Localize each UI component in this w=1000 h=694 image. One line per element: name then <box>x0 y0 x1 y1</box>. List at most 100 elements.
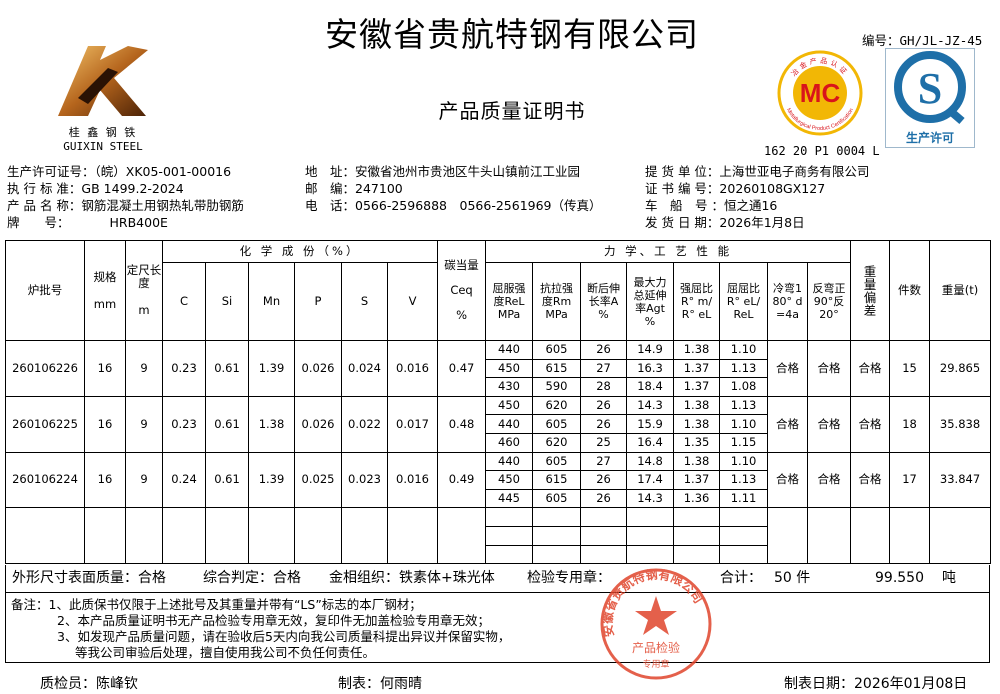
weight-deviation: 合格 <box>850 451 891 509</box>
mech-value: 605 <box>532 340 582 360</box>
info-line: 牌 号： HRB400E <box>7 214 244 231</box>
header-row: C Si Mn P S V 屈服强度ReL MPa 抗拉强度Rm MPa 断后伸长率A % 最大力… <box>6 262 991 341</box>
mech-value: 1.11 <box>719 488 769 509</box>
col-mech: 屈屈比R° eL/ReL <box>719 262 769 341</box>
info-line: 产 品 名 称：钢筋混凝土用钢热轧带肋钢筋 <box>7 197 244 214</box>
mech-value <box>532 507 582 527</box>
inspection-stamp-label: 检验专用章： <box>527 570 611 586</box>
info-label: 发 货 日 期： <box>645 215 720 230</box>
table-row: 260106226 16 9 0.23 0.61 1.39 0.026 0.024 0.016 0… <box>5 340 992 397</box>
col-mech: 断后伸长率A % <box>580 262 628 341</box>
spec: 16 <box>84 395 126 453</box>
logo-emblem-icon <box>58 46 148 116</box>
info-line: 提 货 单 位：上海世亚电子商务有限公司 <box>645 163 869 180</box>
mech-value <box>626 507 675 527</box>
total-weight: 99.550 <box>875 570 924 586</box>
info-line: 邮 编：247100 <box>305 180 602 197</box>
col-pieces: 件数 <box>889 240 931 341</box>
col-weight-deviation: 重量偏差 <box>850 240 891 341</box>
mech-value: 14.9 <box>626 340 675 360</box>
mech-value: 605 <box>532 488 582 509</box>
mech-value: 1.08 <box>719 377 769 397</box>
col-chem: V <box>386 262 439 341</box>
inspector: 质检员：陈峰钦 <box>40 676 138 692</box>
info-line: 发 货 日 期：2026年1月8日 <box>645 214 869 231</box>
mech-value: 605 <box>532 414 582 434</box>
mc-text: MC <box>800 78 841 108</box>
info-line: 执 行 标 准：GB 1499.2-2024 <box>7 180 244 197</box>
mech-value: 27 <box>580 451 628 472</box>
mech-value <box>673 544 721 565</box>
mech-value <box>580 507 628 527</box>
chem-value <box>341 507 388 565</box>
chem-value: 0.026 <box>294 395 342 453</box>
company-title: 安徽省贵航特钢有限公司 <box>325 15 699 54</box>
info-label: 车 船 号 ： <box>645 198 724 213</box>
company-logo: 桂 鑫 钢 铁 GUIXIN STEEL <box>48 38 158 153</box>
header-row: 炉批号 规格 mm 定尺长度 m 化 学 成 份（%） 碳当量 Ceq% 力 学、工 艺 性 能… <box>5 240 992 341</box>
info-value: GB 1499.2-2024 <box>81 181 184 196</box>
mech-value <box>719 525 769 546</box>
chem-value: 0.23 <box>162 340 206 397</box>
col-batch: 炉批号 <box>5 240 85 341</box>
mech-value <box>532 525 582 546</box>
pieces: 17 <box>889 451 931 509</box>
mech-value <box>532 544 582 565</box>
info-left: 生产许可证号：（皖）XK05-001-00016 执 行 标 准：GB 1499.… <box>7 163 244 231</box>
info-middle: 地 址：安徽省池州市贵池区牛头山镇前江工业园邮 编：247100 电 话：0566… <box>305 163 602 214</box>
mech-value: 620 <box>532 395 582 416</box>
mech-value: 440 <box>485 414 534 434</box>
chem-value: 0.023 <box>341 451 388 509</box>
mech-value <box>719 544 769 565</box>
cold-bend: 合格 <box>767 340 809 397</box>
info-value: 20260108GX127 <box>719 181 826 196</box>
mech-value: 615 <box>532 470 582 490</box>
info-label: 牌 号： <box>7 215 70 230</box>
info-value: 安徽省池州市贵池区牛头山镇前江工业园 <box>355 164 581 179</box>
note-4: 等我公司审验后处理，擅自使用我公司不负任何责任。 <box>75 645 376 660</box>
info-line: 车 船 号 ：恒之通16 <box>645 197 869 214</box>
mech-value: 28 <box>580 377 628 397</box>
weight: 29.865 <box>929 340 992 397</box>
seal-bottom-text: 专用章 <box>642 658 669 670</box>
col-group-chemical: 化 学 成 份（%） <box>161 240 439 263</box>
mech-value: 1.10 <box>719 414 769 434</box>
info-value: 247100 <box>355 181 403 196</box>
chem-value: 0.024 <box>341 340 388 397</box>
col-group-mechanical: 力 学、工 艺 性 能 <box>485 240 852 263</box>
mech-value: 27 <box>580 358 628 379</box>
mech-value <box>673 525 721 546</box>
chem-value: 1.39 <box>248 451 295 509</box>
col-weight: 重量(t) <box>929 240 992 341</box>
mech-value: 615 <box>532 358 582 379</box>
table-row: 260106225 16 9 0.23 0.61 1.38 0.026 0.022 0.017 0… <box>5 395 992 453</box>
mech-value: 1.38 <box>673 395 721 416</box>
label: 规格 <box>93 269 117 284</box>
info-line: 证 书 编 号：20260108GX127 <box>645 180 869 197</box>
table-row: 440 605 26 15.9 1.38 1.10 <box>6 414 991 434</box>
mech-value <box>580 525 628 546</box>
mech-value: 25 <box>580 432 628 453</box>
batch-number: 260106224 <box>5 451 85 509</box>
mech-value: 1.35 <box>673 432 721 453</box>
tabulator: 制表：何雨晴 <box>338 676 422 692</box>
pieces <box>889 507 931 565</box>
col-ceq: 碳当量 Ceq% <box>437 240 487 341</box>
col-spec: 规格 mm <box>84 240 126 341</box>
document-number: 编号：GH/JL-JZ-45 <box>862 33 983 48</box>
mech-value: 1.15 <box>719 432 769 453</box>
spec <box>84 507 126 565</box>
mech-value <box>626 525 675 546</box>
mech-value: 1.13 <box>719 470 769 490</box>
mech-value: 1.38 <box>673 451 721 472</box>
mech-value <box>485 544 534 565</box>
rebend: 合格 <box>807 395 852 453</box>
cold-bend <box>767 507 809 565</box>
col-mech: 冷弯180° d=4a <box>767 262 809 341</box>
appearance-quality: 外形尺寸表面质量：合格 <box>12 570 166 586</box>
chem-value: 0.61 <box>205 340 249 397</box>
table-row: 460 620 25 16.4 1.35 1.15 <box>6 432 991 453</box>
mech-value: 1.13 <box>719 358 769 379</box>
seal-stamp-icon: 安徽省贵航特钢有限公司 产品检验 专用章 <box>600 567 712 680</box>
label: % <box>456 308 467 322</box>
